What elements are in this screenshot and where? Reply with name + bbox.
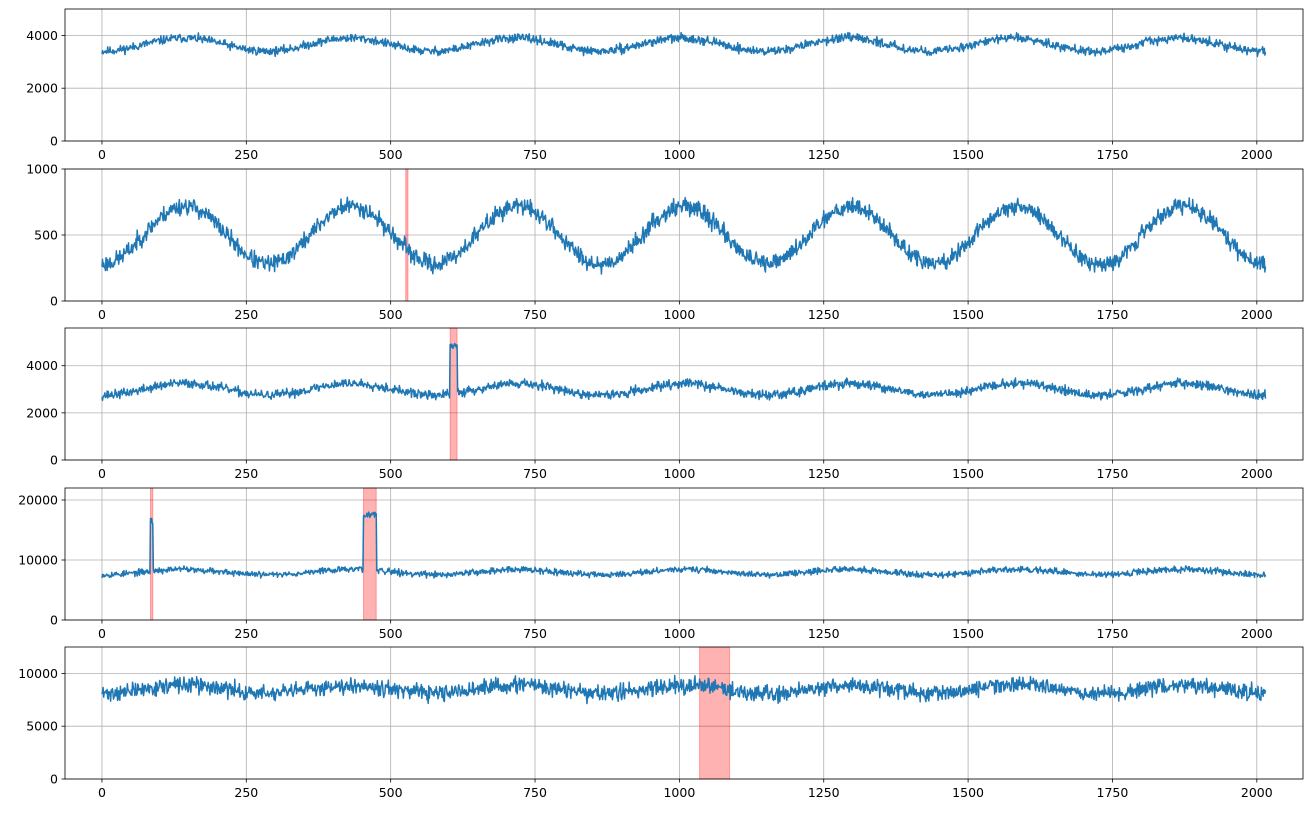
x-tick-label: 250	[234, 466, 258, 481]
x-tick-label: 0	[98, 626, 106, 641]
x-tick-label: 1750	[1097, 785, 1129, 800]
x-tick-label: 1500	[952, 785, 984, 800]
x-tick-label: 500	[379, 307, 403, 322]
x-tick-label: 1750	[1097, 307, 1129, 322]
x-tick-label: 1500	[952, 307, 984, 322]
y-tick-label: 4000	[26, 28, 58, 43]
y-tick-label: 20000	[18, 493, 58, 508]
series-line	[101, 31, 1267, 58]
x-tick-label: 1000	[663, 466, 695, 481]
anomaly-span	[405, 168, 409, 302]
x-tick-label: 2000	[1241, 626, 1273, 641]
x-tick-label: 250	[234, 785, 258, 800]
x-tick-label: 1750	[1097, 147, 1129, 162]
x-tick-label: 750	[523, 785, 547, 800]
x-tick-label: 2000	[1241, 466, 1273, 481]
x-tick-label: 1250	[808, 147, 840, 162]
subplot-4: 0 250 500 750 1000 1250 1500 1750 20000100002000…	[18, 487, 1304, 641]
axes-frame	[64, 8, 1304, 142]
anomaly-span	[363, 487, 377, 621]
x-tick-label: 500	[379, 626, 403, 641]
x-tick-label: 1250	[808, 466, 840, 481]
series-line	[101, 511, 1267, 579]
x-tick-label: 0	[98, 785, 106, 800]
y-tick-label: 0	[50, 772, 58, 787]
x-tick-label: 1500	[952, 626, 984, 641]
x-tick-label: 2000	[1241, 147, 1273, 162]
x-tick-label: 1000	[663, 147, 695, 162]
x-tick-label: 0	[98, 147, 106, 162]
x-tick-label: 1000	[663, 626, 695, 641]
x-tick-label: 500	[379, 466, 403, 481]
x-tick-label: 750	[523, 147, 547, 162]
x-tick-label: 1250	[808, 307, 840, 322]
x-tick-label: 2000	[1241, 785, 1273, 800]
x-tick-label: 1750	[1097, 626, 1129, 641]
y-tick-label: 2000	[26, 405, 58, 420]
subplot-3: 0 250 500 750 1000 1250 1500 1750 2000 0 2000 4000	[26, 327, 1304, 481]
y-tick-label: 1000	[26, 162, 58, 177]
x-tick-label: 500	[379, 785, 403, 800]
y-tick-label: 0	[50, 453, 58, 468]
x-tick-label: 250	[234, 147, 258, 162]
anomaly-span	[699, 646, 731, 780]
x-tick-label: 250	[234, 307, 258, 322]
y-tick-label: 500	[34, 228, 58, 243]
x-tick-label: 1500	[952, 466, 984, 481]
x-tick-label: 1750	[1097, 466, 1129, 481]
x-tick-label: 500	[379, 147, 403, 162]
subplot-2: 0 250 500 750 1000 1250 1500 1750 2000 0 500 1000	[26, 162, 1304, 322]
x-tick-label: 250	[234, 626, 258, 641]
x-tick-label: 1250	[808, 785, 840, 800]
axes-frame	[64, 487, 1304, 621]
y-tick-label: 2000	[26, 81, 58, 96]
series-line	[101, 196, 1267, 275]
x-tick-label: 1000	[663, 307, 695, 322]
x-tick-label: 750	[523, 626, 547, 641]
series-line	[101, 674, 1267, 705]
y-tick-label: 0	[50, 613, 58, 628]
axes-frame	[64, 327, 1304, 461]
y-tick-label: 10000	[18, 553, 58, 568]
x-tick-label: 1500	[952, 147, 984, 162]
x-tick-label: 0	[98, 307, 106, 322]
y-tick-label: 5000	[26, 719, 58, 734]
x-tick-label: 0	[98, 466, 106, 481]
series-line	[101, 342, 1267, 402]
x-tick-label: 1250	[808, 626, 840, 641]
x-tick-label: 1000	[663, 785, 695, 800]
subplot-1: 0 250 500 750 1000 1250 1500 1750 2000 0 2000 4000	[26, 8, 1304, 162]
y-tick-label: 0	[50, 294, 58, 309]
subplot-5: 0 250 500 750 1000 1250 1500 1750 2000 0 5000 10000	[18, 646, 1304, 800]
x-tick-label: 2000	[1241, 307, 1273, 322]
x-tick-label: 750	[523, 466, 547, 481]
x-tick-label: 750	[523, 307, 547, 322]
y-tick-label: 4000	[26, 358, 58, 373]
y-tick-label: 0	[50, 134, 58, 149]
axes-frame	[64, 646, 1304, 780]
y-tick-label: 10000	[18, 666, 58, 681]
